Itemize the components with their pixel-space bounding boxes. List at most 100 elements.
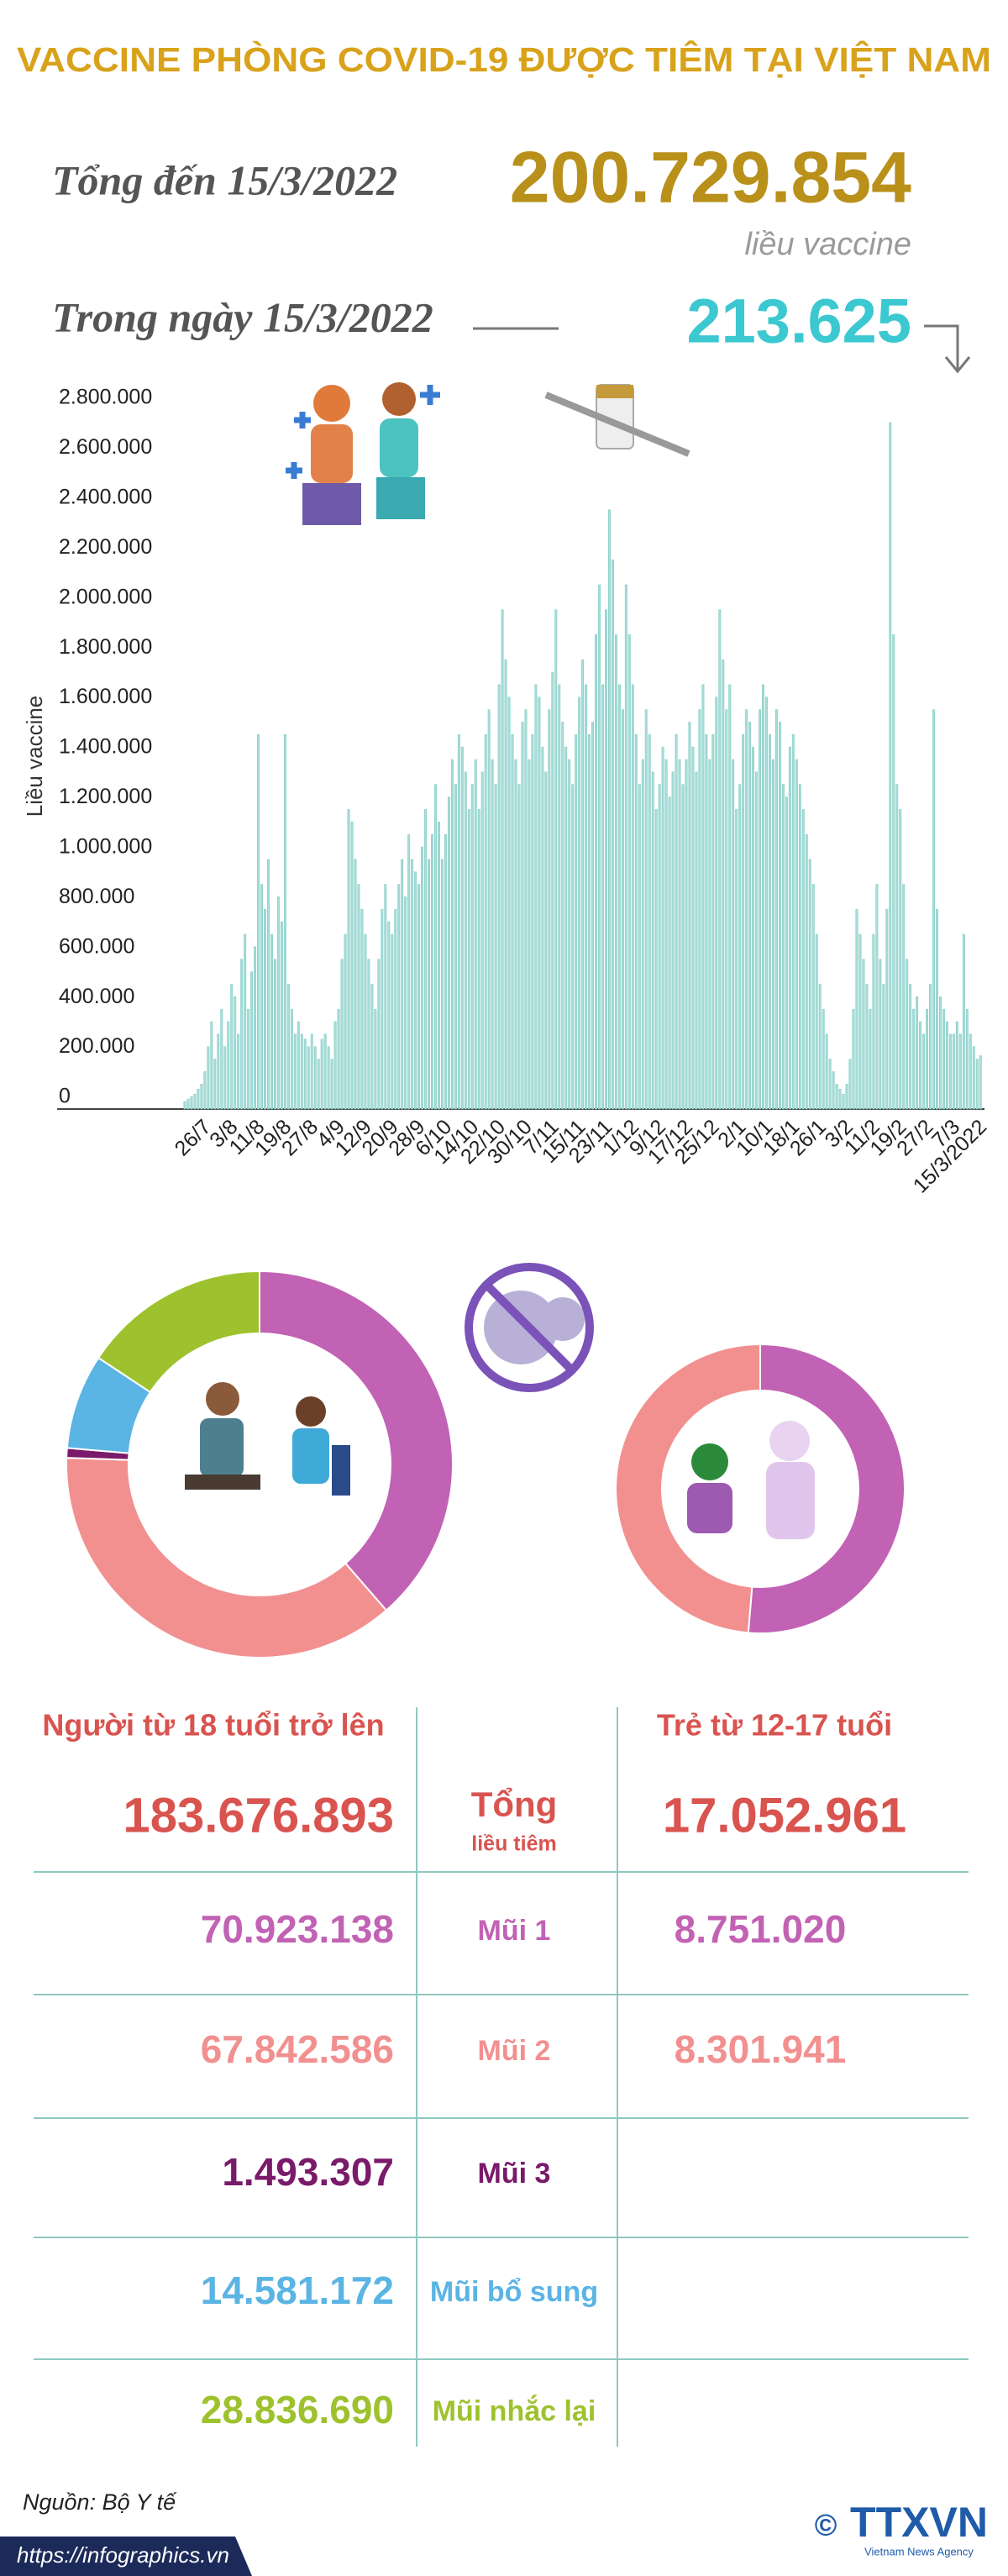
bar <box>698 709 701 1110</box>
bar <box>347 809 350 1110</box>
bar <box>307 1046 310 1110</box>
bar <box>879 959 882 1110</box>
child-header: Trẻ từ 12-17 tuổi <box>657 1708 892 1743</box>
url[interactable]: https://infographics.vn <box>17 2542 229 2568</box>
bar <box>691 746 695 1110</box>
bar <box>926 1008 929 1110</box>
adult-header: Người từ 18 tuổi trở lên <box>42 1708 384 1743</box>
bar <box>899 809 902 1110</box>
y-axis-label: Liều vaccine <box>22 696 47 817</box>
adult-illustration <box>185 1382 350 1496</box>
bar <box>688 722 691 1110</box>
agency: Vietnam News Agency <box>864 2545 974 2558</box>
total-unit: liều vaccine <box>744 227 911 262</box>
bar <box>240 959 244 1110</box>
bar <box>290 1008 293 1110</box>
bar <box>407 833 411 1110</box>
bar <box>912 1008 916 1110</box>
adult-total: 183.676.893 <box>123 1788 394 1843</box>
bar <box>825 1033 828 1110</box>
bar <box>869 1008 872 1110</box>
bar <box>227 1021 230 1110</box>
y-tick-label: 600.000 <box>59 934 134 958</box>
bar <box>948 1033 952 1110</box>
bar <box>507 697 511 1110</box>
bar <box>664 759 668 1110</box>
bar <box>929 984 932 1110</box>
bar <box>264 909 266 1110</box>
bar <box>374 1008 377 1110</box>
bar <box>213 1059 217 1110</box>
bar <box>193 1093 197 1110</box>
bar <box>975 1059 979 1110</box>
y-tick-label: 1.800.000 <box>59 635 152 659</box>
adult-dose-value: 67.842.586 <box>201 2027 394 2071</box>
bar <box>367 959 370 1110</box>
bar <box>795 759 798 1110</box>
bar <box>958 1033 962 1110</box>
bar <box>404 896 407 1110</box>
bar <box>541 746 544 1110</box>
table-rules <box>34 1707 969 2447</box>
bar <box>474 759 477 1110</box>
bar <box>611 560 614 1110</box>
bar <box>528 759 531 1110</box>
bar <box>808 859 811 1110</box>
bar <box>788 746 791 1110</box>
bar <box>257 734 260 1110</box>
bar <box>421 846 424 1110</box>
bar <box>417 884 421 1110</box>
child-dose-value: 8.301.941 <box>675 2027 847 2071</box>
bar <box>467 809 470 1110</box>
bar <box>969 1033 972 1110</box>
bar <box>722 659 725 1110</box>
bar <box>624 584 627 1110</box>
bar <box>447 796 450 1110</box>
bar <box>785 796 788 1110</box>
bar <box>200 1084 203 1110</box>
bar <box>955 1021 958 1110</box>
bar <box>732 759 735 1110</box>
bar <box>568 759 571 1110</box>
bar <box>521 722 524 1110</box>
bar <box>538 697 541 1110</box>
daily-value: 213.625 <box>687 287 912 356</box>
bar <box>965 1008 969 1110</box>
bar <box>571 784 575 1110</box>
bar <box>909 984 912 1110</box>
adult-dose-value: 1.493.307 <box>222 2150 394 2194</box>
donut-segment <box>747 1343 906 1634</box>
bar <box>811 884 815 1110</box>
bar <box>494 784 497 1110</box>
bar <box>895 784 899 1110</box>
bar <box>601 684 604 1110</box>
bar <box>728 684 732 1110</box>
dose-label: Mũi 1 <box>478 1915 551 1947</box>
bar <box>835 1084 838 1110</box>
bar <box>197 1088 200 1110</box>
bar <box>323 1033 327 1110</box>
bar <box>280 921 283 1110</box>
bar <box>534 684 538 1110</box>
bar <box>621 709 624 1110</box>
bar <box>254 946 257 1110</box>
y-tick-label: 800.000 <box>59 885 134 908</box>
bar <box>627 634 631 1110</box>
bar <box>752 746 755 1110</box>
y-tick-label: 0 <box>59 1085 71 1108</box>
bar <box>858 933 862 1110</box>
bar <box>634 734 638 1110</box>
bar <box>457 734 460 1110</box>
adult-dose-value: 28.836.690 <box>201 2388 394 2431</box>
bar <box>945 1021 948 1110</box>
bar <box>244 933 247 1110</box>
bar <box>564 746 568 1110</box>
y-tick-label: 2.200.000 <box>59 535 152 559</box>
bar <box>614 634 617 1110</box>
bar <box>671 771 675 1110</box>
bar <box>668 796 671 1110</box>
bar <box>217 1033 220 1110</box>
bar <box>401 859 404 1110</box>
bar <box>186 1098 190 1110</box>
